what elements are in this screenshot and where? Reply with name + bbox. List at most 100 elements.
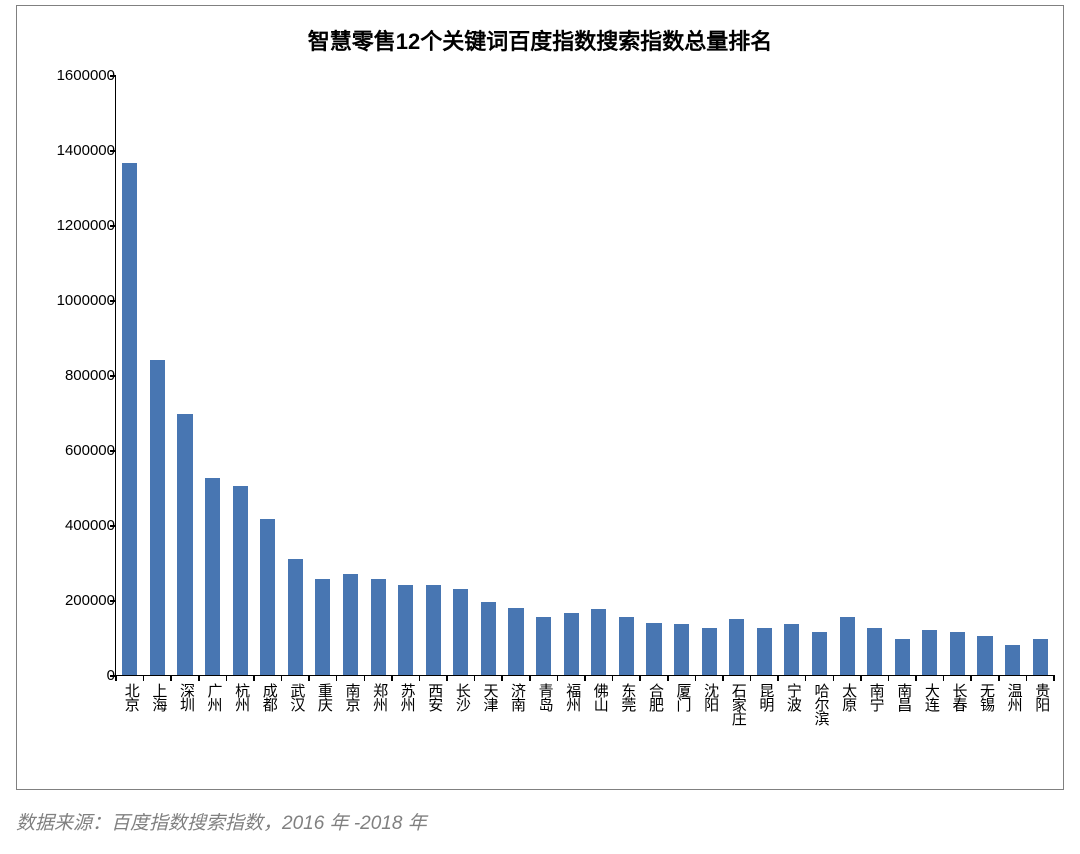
x-tick-mark [915,675,917,681]
bar [591,609,606,675]
bar [702,628,717,675]
bar [177,414,192,675]
x-category-label: 长沙 [452,675,473,711]
x-category-label: 北京 [121,675,142,711]
x-category-label: 温州 [1004,675,1025,711]
x-tick-mark [557,675,559,681]
x-tick-mark [253,675,255,681]
x-tick-mark [750,675,752,681]
x-category-label: 南昌 [893,675,914,711]
chart-title: 智慧零售12个关键词百度指数搜索指数总量排名 [17,24,1063,56]
x-tick-mark [501,675,503,681]
x-category-label: 郑州 [369,675,390,711]
x-category-label: 哈尔滨 [811,675,832,725]
x-tick-mark [474,675,476,681]
y-tick-label: 1200000 [25,217,115,234]
bar [812,632,827,675]
bar [233,486,248,675]
bar [343,574,358,675]
x-tick-mark [584,675,586,681]
x-category-label: 沈阳 [700,675,721,711]
bar [426,585,441,675]
bar [536,617,551,675]
x-tick-mark [143,675,145,681]
x-category-label: 重庆 [314,675,335,711]
x-tick-mark [364,675,366,681]
bar [260,519,275,675]
plot-area: 北京上海深圳广州杭州成都武汉重庆南京郑州苏州西安长沙天津济南青岛福州佛山东莞合肥… [115,76,1053,676]
bar [757,628,772,675]
x-category-label: 福州 [562,675,583,711]
chart-frame: 智慧零售12个关键词百度指数搜索指数总量排名 北京上海深圳广州杭州成都武汉重庆南… [16,5,1064,790]
x-tick-mark [198,675,200,681]
x-category-label: 厦门 [673,675,694,711]
x-tick-mark [446,675,448,681]
x-category-label: 佛山 [590,675,611,711]
bar [729,619,744,675]
bar [1033,639,1048,675]
y-tick-label: 800000 [25,367,115,384]
x-tick-mark [970,675,972,681]
x-category-label: 大连 [921,675,942,711]
x-category-label: 广州 [204,675,225,711]
bar [619,617,634,675]
bar [1005,645,1020,675]
x-tick-mark [391,675,393,681]
bar [840,617,855,675]
x-tick-mark [612,675,614,681]
x-category-label: 成都 [259,675,280,711]
x-category-label: 昆明 [755,675,776,711]
bar [922,630,937,675]
x-tick-mark [419,675,421,681]
x-category-label: 贵阳 [1031,675,1052,711]
x-category-label: 合肥 [645,675,666,711]
bar [481,602,496,675]
x-tick-mark [805,675,807,681]
y-tick-label: 200000 [25,592,115,609]
x-tick-mark [308,675,310,681]
x-tick-mark [529,675,531,681]
bar [288,559,303,675]
x-tick-mark [226,675,228,681]
x-tick-mark [1026,675,1028,681]
x-tick-mark [833,675,835,681]
x-tick-mark [667,675,669,681]
x-tick-mark [1053,675,1055,681]
bar [398,585,413,675]
x-category-label: 长春 [948,675,969,711]
bar [453,589,468,675]
y-tick-label: 1000000 [25,292,115,309]
bar [977,636,992,675]
x-tick-mark [115,675,117,681]
x-category-label: 西安 [424,675,445,711]
x-tick-mark [860,675,862,681]
x-tick-mark [695,675,697,681]
bar [150,360,165,675]
x-category-label: 石家庄 [728,675,749,725]
bar [205,478,220,675]
x-tick-mark [943,675,945,681]
x-category-label: 东莞 [617,675,638,711]
y-tick-label: 1600000 [25,67,115,84]
x-category-label: 苏州 [397,675,418,711]
x-category-label: 南京 [342,675,363,711]
x-category-label: 宁波 [783,675,804,711]
source-note: 数据来源：百度指数搜索指数，2016 年 -2018 年 [16,808,427,835]
bar [508,608,523,676]
bar [315,579,330,675]
x-category-label: 青岛 [535,675,556,711]
x-category-label: 杭州 [231,675,252,711]
bar [674,624,689,675]
x-tick-mark [998,675,1000,681]
x-category-label: 太原 [838,675,859,711]
y-tick-label: 400000 [25,517,115,534]
x-category-label: 济南 [507,675,528,711]
x-category-label: 天津 [479,675,500,711]
x-tick-mark [639,675,641,681]
bar [950,632,965,675]
x-tick-mark [888,675,890,681]
x-category-label: 深圳 [176,675,197,711]
y-tick-label: 600000 [25,442,115,459]
y-tick-label: 1400000 [25,142,115,159]
bar [564,613,579,675]
